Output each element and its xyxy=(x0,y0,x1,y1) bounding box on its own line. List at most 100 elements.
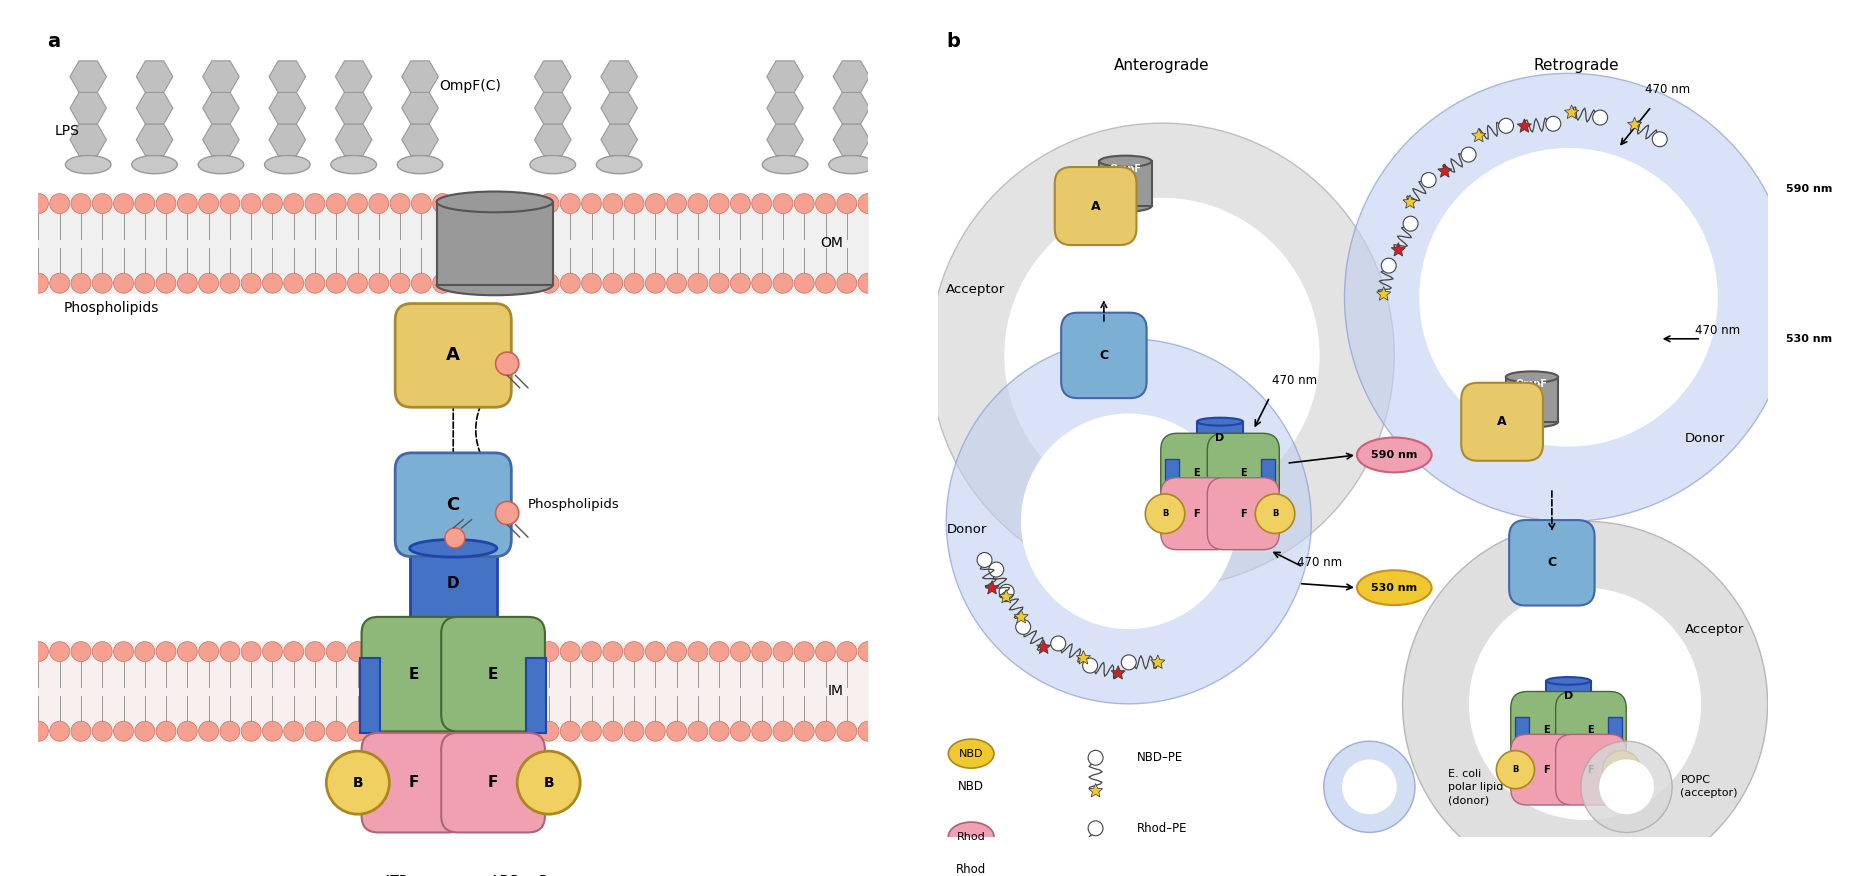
Text: 590 nm: 590 nm xyxy=(1370,450,1417,460)
Circle shape xyxy=(71,273,91,293)
Circle shape xyxy=(836,721,857,741)
Circle shape xyxy=(432,273,452,293)
Circle shape xyxy=(1421,173,1436,187)
Circle shape xyxy=(709,721,730,741)
Circle shape xyxy=(816,194,836,214)
Text: B: B xyxy=(1272,509,1277,519)
Polygon shape xyxy=(985,581,1000,594)
Ellipse shape xyxy=(531,155,575,173)
Circle shape xyxy=(1121,655,1136,670)
Circle shape xyxy=(220,273,240,293)
Circle shape xyxy=(581,721,601,741)
Circle shape xyxy=(836,273,857,293)
Polygon shape xyxy=(1089,854,1102,867)
Polygon shape xyxy=(203,92,238,124)
Circle shape xyxy=(305,194,326,214)
Circle shape xyxy=(1599,759,1653,814)
Circle shape xyxy=(795,194,814,214)
FancyBboxPatch shape xyxy=(1061,313,1147,398)
Text: 530 nm: 530 nm xyxy=(1786,334,1832,343)
Text: IM: IM xyxy=(827,684,843,698)
Circle shape xyxy=(220,194,240,214)
Text: E: E xyxy=(1240,468,1248,477)
Polygon shape xyxy=(136,124,173,156)
Circle shape xyxy=(518,194,538,214)
Circle shape xyxy=(71,641,91,661)
Text: Acceptor: Acceptor xyxy=(946,283,1005,295)
Text: B: B xyxy=(1618,765,1626,774)
Polygon shape xyxy=(1518,119,1531,132)
Circle shape xyxy=(432,194,452,214)
Polygon shape xyxy=(832,60,870,93)
Polygon shape xyxy=(71,124,106,156)
Circle shape xyxy=(581,273,601,293)
Circle shape xyxy=(177,641,197,661)
Ellipse shape xyxy=(132,155,177,173)
Circle shape xyxy=(283,721,304,741)
Circle shape xyxy=(326,194,346,214)
Circle shape xyxy=(709,273,730,293)
Ellipse shape xyxy=(410,610,497,627)
Circle shape xyxy=(518,721,538,741)
Ellipse shape xyxy=(948,739,994,768)
Circle shape xyxy=(283,273,304,293)
Circle shape xyxy=(752,721,771,741)
Circle shape xyxy=(412,194,432,214)
Ellipse shape xyxy=(1357,437,1432,472)
Circle shape xyxy=(518,273,538,293)
Circle shape xyxy=(369,194,389,214)
FancyBboxPatch shape xyxy=(1555,691,1626,769)
Text: D: D xyxy=(1564,691,1573,701)
Bar xyxy=(1516,717,1529,764)
Circle shape xyxy=(263,194,283,214)
Polygon shape xyxy=(270,124,305,156)
Circle shape xyxy=(28,273,48,293)
Circle shape xyxy=(581,194,601,214)
Circle shape xyxy=(93,721,112,741)
Circle shape xyxy=(538,194,559,214)
Text: F: F xyxy=(1194,509,1201,519)
Circle shape xyxy=(50,641,69,661)
Ellipse shape xyxy=(397,155,443,173)
Text: ATP: ATP xyxy=(1538,795,1555,805)
Circle shape xyxy=(199,273,218,293)
Circle shape xyxy=(560,721,581,741)
Text: NBD: NBD xyxy=(959,781,985,794)
Circle shape xyxy=(93,194,112,214)
Circle shape xyxy=(177,273,197,293)
Ellipse shape xyxy=(1099,156,1151,166)
Ellipse shape xyxy=(829,155,875,173)
Text: OM: OM xyxy=(821,237,843,251)
Circle shape xyxy=(538,641,559,661)
Circle shape xyxy=(1402,521,1767,876)
Ellipse shape xyxy=(1197,418,1244,426)
Ellipse shape xyxy=(438,274,553,295)
Circle shape xyxy=(497,721,516,741)
Circle shape xyxy=(1581,741,1672,832)
Circle shape xyxy=(518,641,538,661)
Bar xyxy=(410,548,497,618)
Ellipse shape xyxy=(65,155,112,173)
Circle shape xyxy=(391,641,410,661)
Circle shape xyxy=(134,194,155,214)
Circle shape xyxy=(475,273,495,293)
Text: OmpF(C): OmpF(C) xyxy=(439,79,501,93)
Circle shape xyxy=(603,641,622,661)
Circle shape xyxy=(454,721,473,741)
Polygon shape xyxy=(203,60,238,93)
Circle shape xyxy=(795,721,814,741)
Circle shape xyxy=(50,273,69,293)
Polygon shape xyxy=(601,60,637,93)
Circle shape xyxy=(263,641,283,661)
Polygon shape xyxy=(335,92,372,124)
Polygon shape xyxy=(1402,194,1417,208)
Circle shape xyxy=(220,641,240,661)
Text: OmpF: OmpF xyxy=(1110,164,1141,173)
Circle shape xyxy=(283,641,304,661)
Polygon shape xyxy=(1564,105,1579,118)
Circle shape xyxy=(199,194,218,214)
Polygon shape xyxy=(601,92,637,124)
Circle shape xyxy=(1000,584,1015,599)
Circle shape xyxy=(348,721,367,741)
Circle shape xyxy=(989,562,1004,577)
